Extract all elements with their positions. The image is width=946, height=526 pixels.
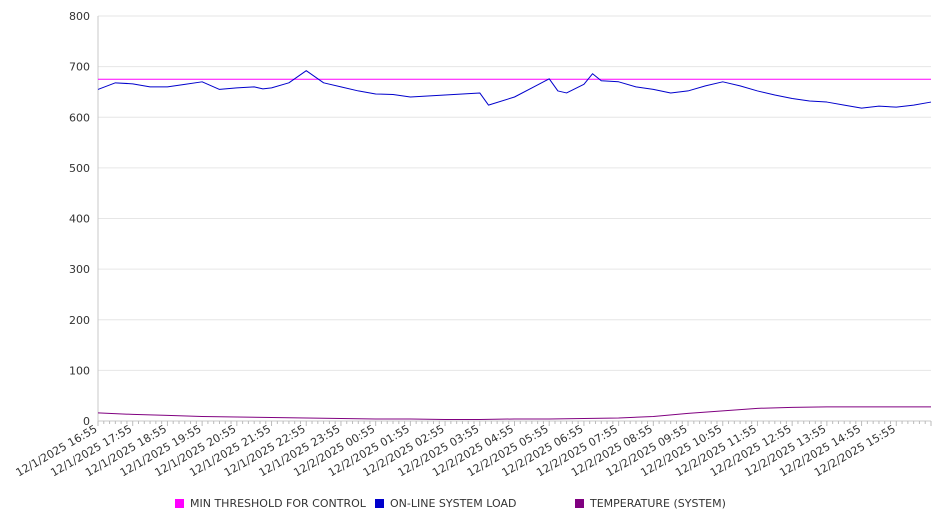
y-tick-label: 400 <box>69 213 90 226</box>
y-axis: 0 100 200 300 400 500 600 700 800 <box>69 10 99 428</box>
y-tick-label: 300 <box>69 263 90 276</box>
legend-label-temperature: TEMPERATURE (SYSTEM) <box>590 497 726 510</box>
series-line-2 <box>97 406 931 420</box>
y-tick-label: 800 <box>69 10 90 23</box>
y-tick-label: 600 <box>69 111 90 124</box>
y-tick-label: 200 <box>69 314 90 327</box>
y-tick-label: 700 <box>69 61 90 74</box>
legend-item-min-threshold[interactable]: MIN THRESHOLD FOR CONTROL <box>175 497 366 510</box>
y-tick-label: 0 <box>83 415 90 428</box>
legend-item-system-load[interactable]: ON-LINE SYSTEM LOAD <box>375 497 516 510</box>
legend-swatch-min-threshold <box>175 499 184 508</box>
grid-lines <box>98 15 931 422</box>
legend: MIN THRESHOLD FOR CONTROL ON-LINE SYSTEM… <box>0 497 946 515</box>
legend-label-system-load: ON-LINE SYSTEM LOAD <box>390 497 517 510</box>
legend-item-temperature[interactable]: TEMPERATURE (SYSTEM) <box>575 497 726 510</box>
series-lines <box>97 70 932 420</box>
series-line-1 <box>97 70 932 109</box>
legend-label-min-threshold: MIN THRESHOLD FOR CONTROL <box>190 497 366 510</box>
y-tick-label: 500 <box>69 162 90 175</box>
legend-swatch-system-load <box>375 499 384 508</box>
legend-swatch-temperature <box>575 499 584 508</box>
y-tick-label: 100 <box>69 364 90 377</box>
